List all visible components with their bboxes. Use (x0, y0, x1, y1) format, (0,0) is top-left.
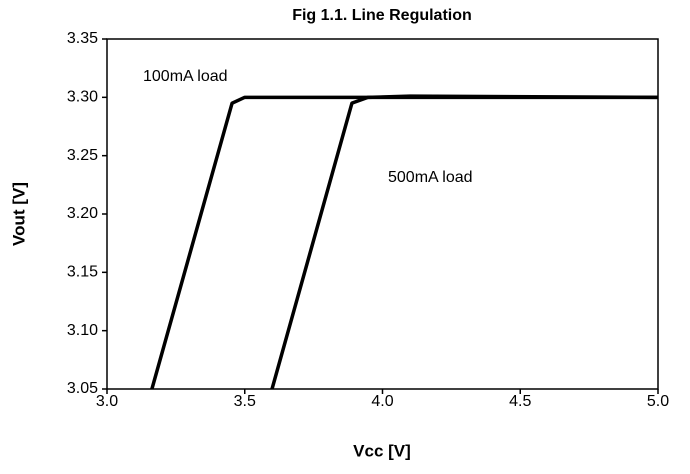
y-tick-label: 3.15 (67, 264, 98, 281)
y-tick-label: 3.35 (67, 30, 98, 47)
x-tick-label: 4.5 (509, 393, 531, 410)
annotation: 500mA load (388, 169, 473, 186)
y-tick-label: 3.25 (67, 147, 98, 164)
plot-frame (106, 38, 659, 390)
y-axis-label: Vout [V] (9, 182, 28, 246)
y-tick-label: 3.05 (67, 380, 98, 397)
chart-title: Fig 1.1. Line Regulation (292, 7, 472, 24)
x-tick-label: 5.0 (647, 393, 669, 410)
annotation: 100mA load (143, 68, 228, 85)
series-line (270, 94, 659, 390)
x-tick-label: 3.5 (234, 393, 256, 410)
x-tick-label: 4.0 (371, 393, 393, 410)
y-tick-label: 3.30 (67, 89, 98, 106)
x-axis-label: Vcc [V] (353, 441, 411, 460)
y-tick-label: 3.10 (67, 322, 98, 339)
y-tick-label: 3.20 (67, 205, 98, 222)
series-line (150, 95, 658, 390)
x-tick-label: 3.0 (96, 393, 118, 410)
